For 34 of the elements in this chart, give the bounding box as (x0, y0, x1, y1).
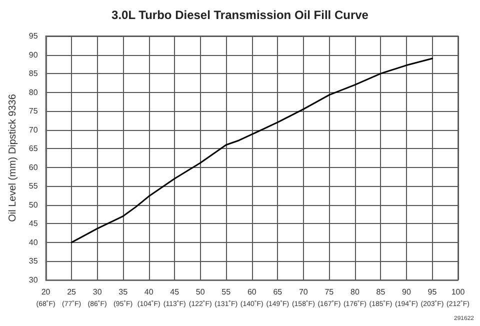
x-tick-label: 25 (67, 288, 77, 296)
x-tick-label: 75 (324, 288, 334, 296)
y-tick-label: 35 (28, 256, 38, 266)
x-tick-label: 40 (144, 288, 154, 296)
x-tick-label: 55 (222, 288, 232, 296)
y-tick-label: 90 (28, 50, 38, 60)
y-axis-title: Oil Level (mm) Dipstick 9336 (8, 94, 18, 222)
y-tick-label: 55 (28, 182, 38, 191)
chart-title: 3.0L Turbo Diesel Transmission Oil Fill Curve (112, 8, 369, 22)
y-tick-label: 70 (28, 125, 38, 134)
x-tick-label: 80 (350, 288, 360, 296)
y-tick-label: 45 (28, 219, 38, 228)
x-tick-label: 100 (451, 288, 466, 296)
x-tick-label: 50 (196, 288, 206, 296)
y-tick-label: 50 (28, 200, 38, 210)
x-tick-label: 90 (402, 288, 412, 296)
x-tick-label: 30 (92, 288, 102, 296)
y-tick-label: 65 (28, 144, 38, 154)
x-tick-label: 45 (170, 288, 180, 296)
y-tick-label: 40 (28, 238, 38, 247)
y-tick-label: 75 (28, 106, 38, 116)
x-tick-label: 70 (298, 288, 308, 296)
y-tick-label: 95 (28, 32, 38, 40)
line-series (70, 58, 433, 244)
y-tick-label: 85 (28, 69, 38, 78)
x-tick-label: 85 (376, 288, 386, 296)
x-tick-label: 20 (41, 288, 51, 296)
x-tick-label: 65 (273, 288, 283, 296)
y-tick-label: 80 (28, 88, 38, 97)
x-tick-label: 95 (428, 288, 438, 296)
y-tick-label: 60 (28, 162, 38, 172)
x-tick-label: 35 (118, 288, 128, 296)
x-tick-label: 60 (247, 288, 257, 296)
y-tick-label: 30 (28, 276, 38, 284)
